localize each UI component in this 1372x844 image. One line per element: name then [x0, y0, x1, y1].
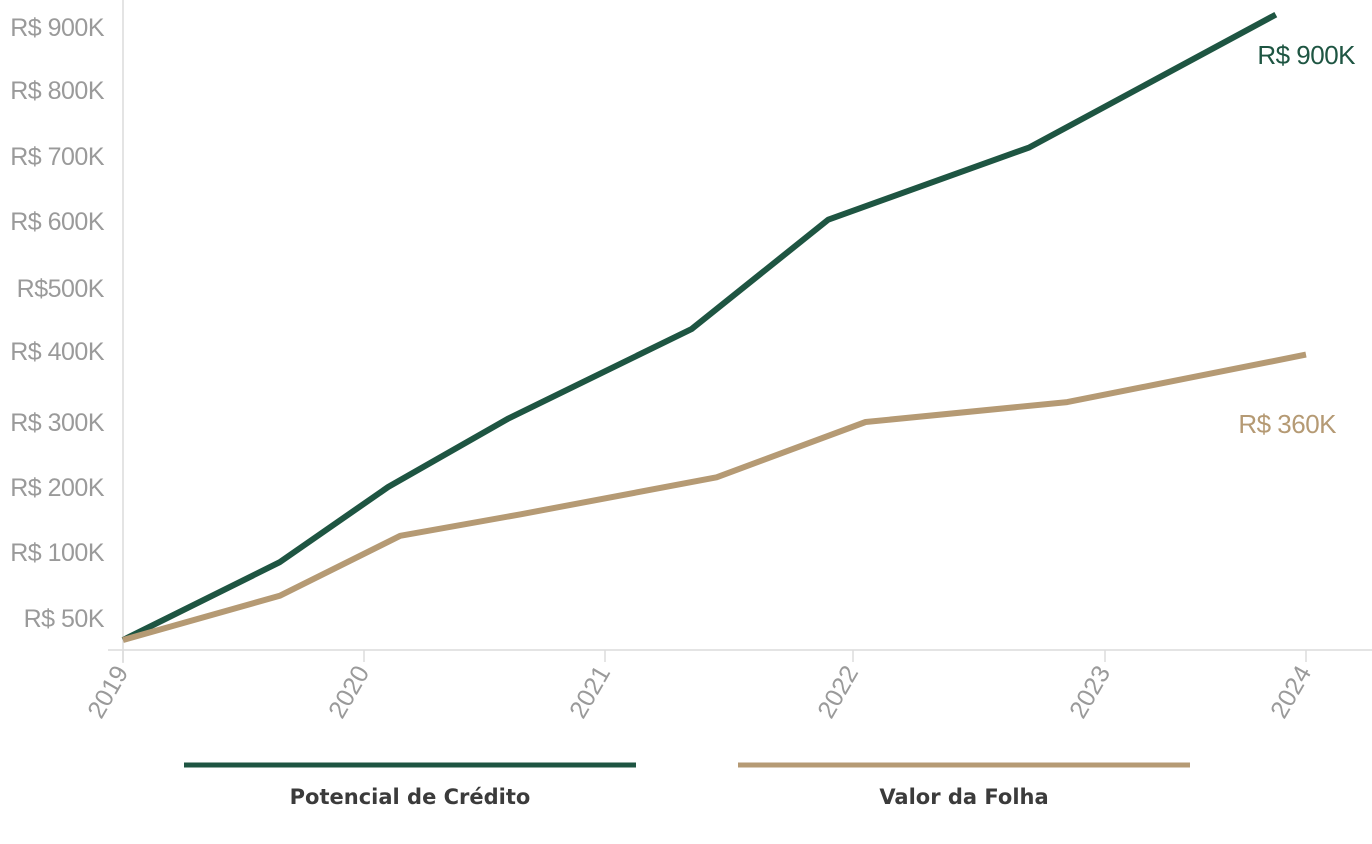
y-tick-label: R$500K	[17, 275, 105, 303]
y-tick-label: R$ 800K	[10, 77, 105, 105]
series-end-label: R$ 900K	[1257, 40, 1356, 70]
series-line	[122, 351, 1307, 643]
y-axis: R$ 50K R$ 100K R$ 200K R$ 300K R$ 400K R$500K…	[10, 14, 105, 633]
series-layer: R$ 900K R$ 360K	[121, 11, 1357, 643]
y-tick-label: R$ 900K	[10, 14, 105, 42]
x-axis: 2019 2020 2021 2022 2023 2024	[82, 650, 1317, 723]
y-tick-label: R$ 700K	[10, 143, 105, 171]
x-tick-label: 2023	[1064, 661, 1116, 723]
y-tick-label: R$ 50K	[24, 605, 105, 633]
x-tick-label: 2021	[564, 661, 616, 723]
legend: Potencial de Crédito Valor da Folha	[184, 762, 1190, 809]
series-end-label: R$ 360K	[1238, 409, 1337, 439]
x-tick-label: 2020	[323, 661, 375, 723]
series-line	[121, 11, 1278, 643]
legend-label: Potencial de Crédito	[290, 785, 531, 809]
y-tick-label: R$ 600K	[10, 208, 105, 236]
x-tick-label: 2022	[812, 661, 864, 723]
x-tick-label: 2019	[82, 661, 134, 723]
y-tick-label: R$ 200K	[10, 474, 105, 502]
y-tick-label: R$ 400K	[10, 338, 105, 366]
legend-label: Valor da Folha	[879, 785, 1048, 809]
y-tick-label: R$ 100K	[10, 539, 105, 567]
x-tick-label: 2024	[1265, 661, 1317, 723]
y-tick-label: R$ 300K	[10, 409, 105, 437]
